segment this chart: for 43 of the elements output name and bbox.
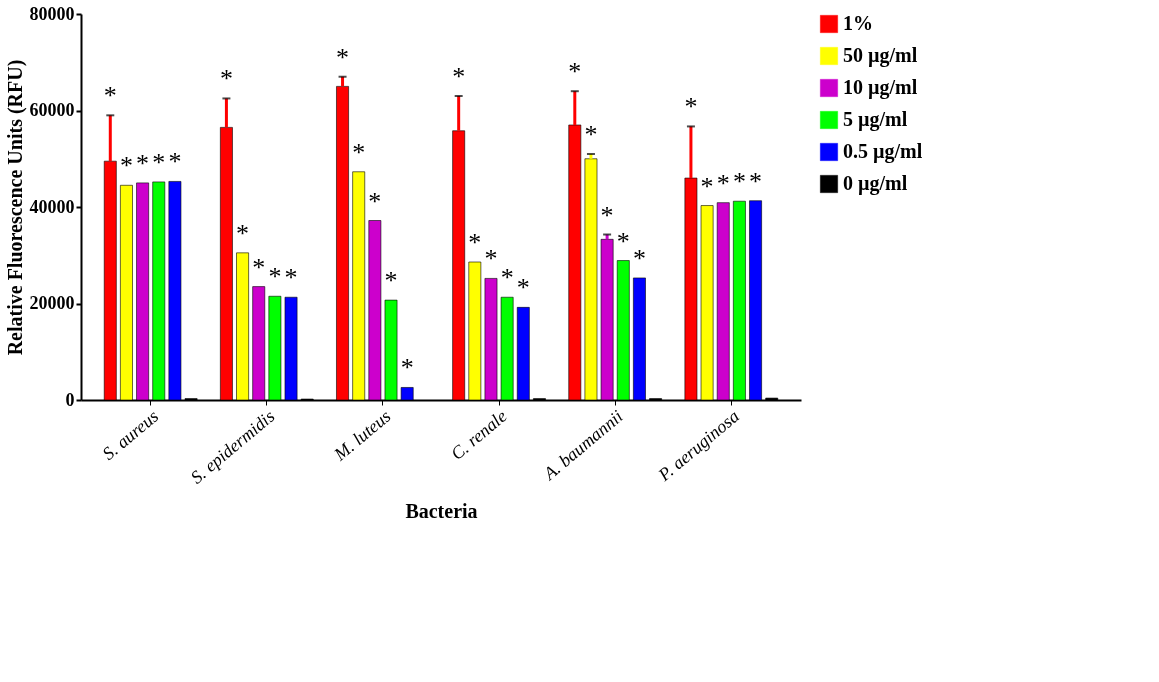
- legend-label: 50 µg/ml: [843, 44, 918, 67]
- y-axis-title: Relative Fluorescence Units (RFU): [3, 59, 27, 356]
- data-label: *: [384, 266, 398, 296]
- data-label: *: [600, 200, 614, 230]
- data-label: *: [700, 171, 714, 201]
- data-label: *: [252, 252, 266, 282]
- data-label: *: [119, 151, 133, 181]
- data-label: *: [400, 353, 414, 383]
- legend-label: 10 µg/ml: [843, 76, 918, 99]
- data-label: *: [684, 92, 698, 122]
- data-label: *: [136, 148, 150, 178]
- legend-label: 1%: [843, 12, 873, 34]
- x-axis-title: Bacteria: [405, 500, 478, 523]
- data-label: *: [516, 273, 530, 303]
- data-label: *: [452, 62, 466, 92]
- data-label: *: [103, 81, 117, 111]
- y-tick-label: 0: [65, 389, 75, 410]
- data-label: *: [500, 263, 514, 293]
- legend-label: 5 µg/ml: [843, 108, 908, 131]
- y-tick-label: 80000: [29, 3, 75, 24]
- data-label: *: [716, 168, 730, 198]
- data-label: *: [219, 64, 233, 94]
- data-label: *: [749, 166, 763, 196]
- data-label: *: [584, 119, 598, 149]
- data-label: *: [468, 228, 482, 258]
- data-label: *: [568, 57, 582, 87]
- data-label: *: [484, 244, 498, 274]
- legend-label: 0 µg/ml: [843, 172, 908, 195]
- y-tick-label: 40000: [29, 196, 75, 217]
- data-label: *: [368, 186, 382, 216]
- data-label: *: [236, 218, 250, 248]
- data-label: *: [616, 226, 630, 256]
- data-label: *: [336, 42, 350, 72]
- data-label: *: [268, 262, 282, 292]
- data-label: *: [732, 167, 746, 197]
- data-label: *: [352, 137, 366, 167]
- data-label: *: [284, 263, 298, 293]
- y-tick-label: 60000: [29, 100, 75, 120]
- data-label: *: [632, 243, 646, 273]
- data-label: *: [168, 147, 182, 177]
- data-label: *: [152, 147, 166, 177]
- y-tick-label: 20000: [29, 293, 75, 313]
- legend-label: 0.5 µg/ml: [843, 140, 923, 163]
